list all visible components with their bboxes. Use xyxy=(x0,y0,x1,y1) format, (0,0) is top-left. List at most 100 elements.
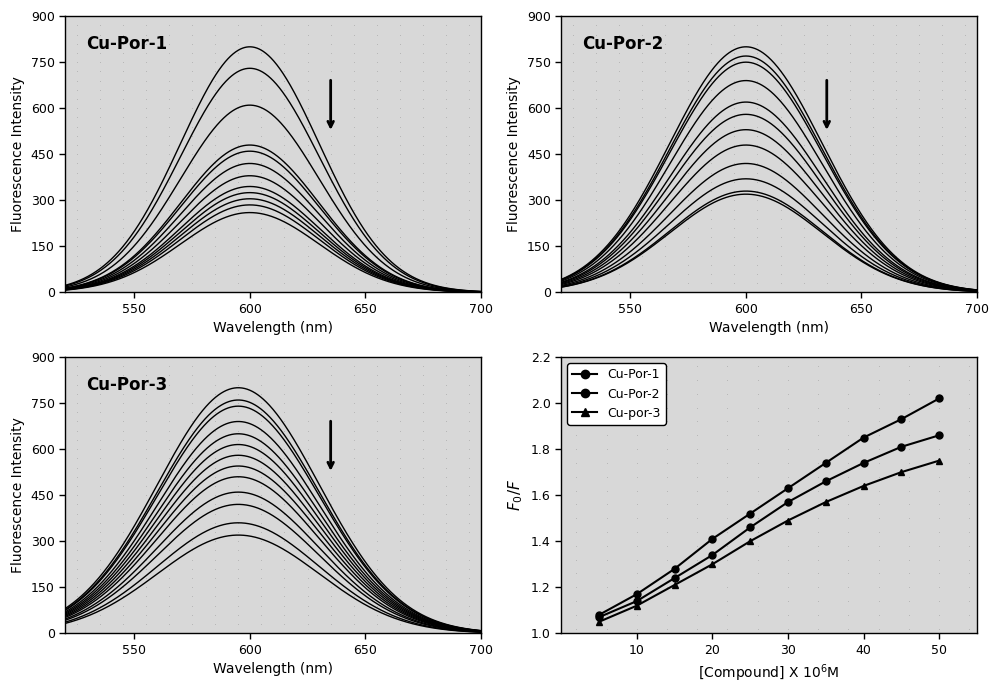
Point xyxy=(750,610,766,621)
Point xyxy=(588,158,604,169)
Point xyxy=(689,610,705,621)
Point xyxy=(369,379,385,390)
Point xyxy=(161,545,177,556)
Point xyxy=(346,545,362,556)
Point xyxy=(888,149,904,160)
Point xyxy=(842,56,858,67)
Point xyxy=(871,485,887,496)
Point xyxy=(842,250,858,261)
Point xyxy=(657,29,673,40)
Point xyxy=(438,526,454,537)
Cu-Por-1 xyxy=(706,534,718,543)
Point xyxy=(92,47,108,58)
Point xyxy=(276,149,292,160)
Point xyxy=(888,240,904,252)
Point xyxy=(230,130,246,141)
Point xyxy=(689,513,705,524)
Point xyxy=(438,398,454,409)
Point xyxy=(253,610,269,621)
Point xyxy=(565,149,581,160)
Point xyxy=(461,149,477,160)
Point xyxy=(819,149,835,160)
Point xyxy=(842,121,858,132)
Point xyxy=(115,619,131,630)
Point xyxy=(568,610,584,621)
Point xyxy=(438,121,454,132)
Point xyxy=(689,443,705,455)
Point xyxy=(346,103,362,114)
Point xyxy=(392,471,408,482)
Point xyxy=(796,149,812,160)
Point xyxy=(415,425,431,436)
Point xyxy=(276,563,292,574)
Point xyxy=(901,361,917,372)
Point xyxy=(415,29,431,40)
Point xyxy=(726,130,742,141)
Point xyxy=(871,582,887,593)
Point xyxy=(161,610,177,621)
Point xyxy=(392,204,408,215)
Point xyxy=(138,563,154,574)
Point xyxy=(611,259,627,270)
Point xyxy=(438,416,454,427)
Point xyxy=(346,38,362,49)
Point xyxy=(565,177,581,188)
Point xyxy=(207,186,223,197)
Point xyxy=(680,167,696,178)
Point xyxy=(369,526,385,537)
Point xyxy=(138,112,154,123)
Point xyxy=(871,347,887,358)
Point xyxy=(931,347,947,358)
Point xyxy=(161,167,177,178)
Point xyxy=(184,47,200,58)
Point xyxy=(438,103,454,114)
Point xyxy=(780,623,796,635)
Point xyxy=(300,19,316,31)
Point xyxy=(392,563,408,574)
Point xyxy=(703,204,719,215)
Point xyxy=(207,38,223,49)
Point xyxy=(230,499,246,510)
Point xyxy=(680,213,696,224)
Point xyxy=(69,93,85,104)
Point xyxy=(207,480,223,491)
Point xyxy=(161,186,177,197)
Point xyxy=(750,389,766,400)
Point xyxy=(911,259,927,270)
Point xyxy=(901,582,917,593)
Point xyxy=(323,158,339,169)
Point xyxy=(749,56,765,67)
Point xyxy=(323,370,339,381)
Point xyxy=(161,213,177,224)
Point xyxy=(415,462,431,473)
Point xyxy=(392,452,408,464)
Point xyxy=(703,186,719,197)
Point xyxy=(810,443,826,455)
Point xyxy=(680,130,696,141)
Point xyxy=(346,554,362,565)
Point xyxy=(138,268,154,279)
Point xyxy=(323,103,339,114)
Point xyxy=(276,462,292,473)
Point xyxy=(957,121,973,132)
Point xyxy=(911,195,927,206)
Point xyxy=(461,517,477,528)
Point xyxy=(796,56,812,67)
Point xyxy=(230,545,246,556)
Point xyxy=(115,434,131,445)
Point xyxy=(392,407,408,418)
Point xyxy=(300,195,316,206)
Point xyxy=(629,485,645,496)
Point xyxy=(207,268,223,279)
Point xyxy=(276,75,292,86)
Point xyxy=(230,149,246,160)
Point xyxy=(865,268,881,279)
Point xyxy=(161,379,177,390)
Point xyxy=(810,402,826,414)
Point xyxy=(931,582,947,593)
Point xyxy=(726,240,742,252)
Point xyxy=(207,361,223,372)
Point xyxy=(680,84,696,95)
Point xyxy=(300,563,316,574)
Point xyxy=(69,526,85,537)
